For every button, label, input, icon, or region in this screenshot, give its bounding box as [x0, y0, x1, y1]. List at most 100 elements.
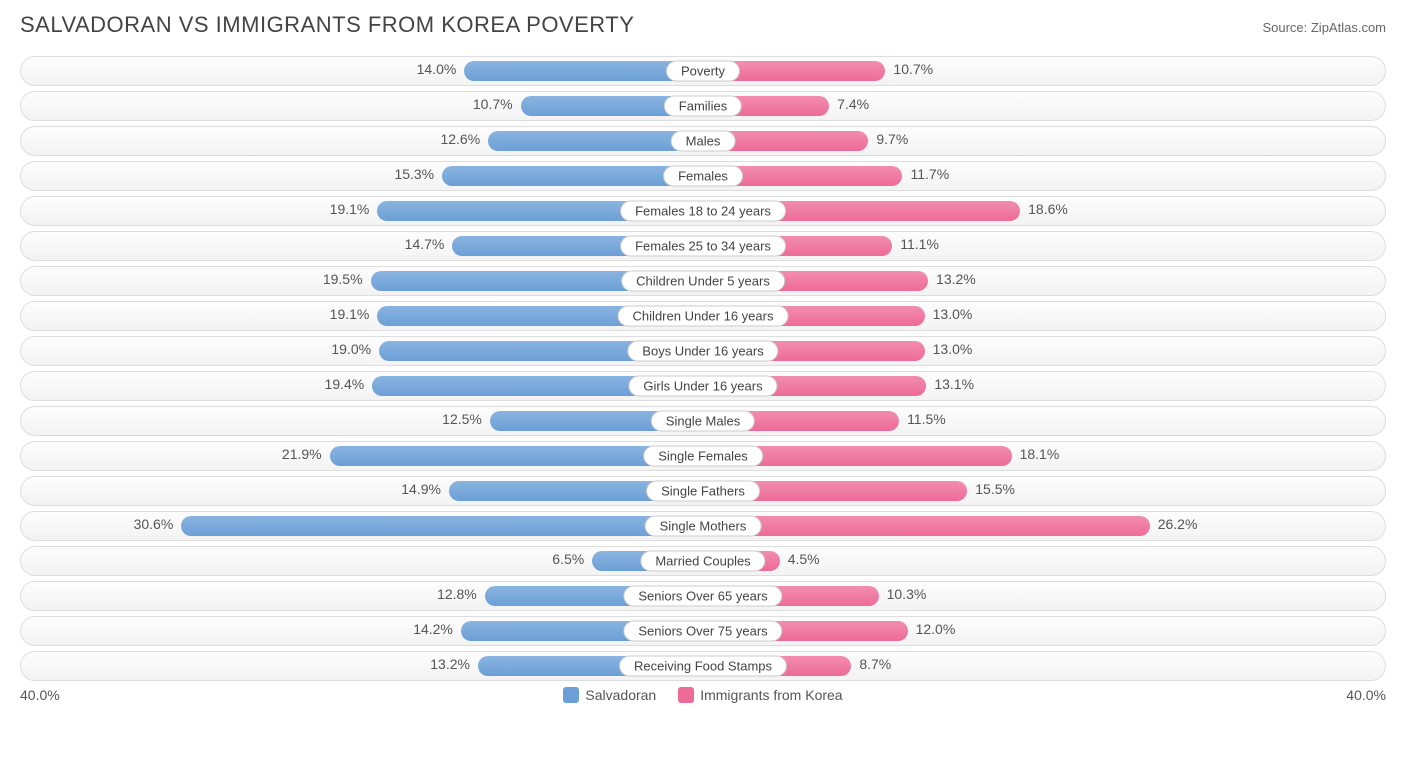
row-left-half: 30.6% — [21, 512, 703, 540]
page-title: SALVADORAN VS IMMIGRANTS FROM KOREA POVE… — [20, 12, 634, 38]
category-label: Females — [663, 166, 743, 187]
value-right: 9.7% — [876, 131, 908, 147]
chart-row: 12.6% 9.7% Males — [20, 126, 1386, 156]
legend-swatch-left — [563, 687, 579, 703]
row-right-half: 9.7% — [703, 127, 1385, 155]
value-left: 14.9% — [401, 481, 441, 497]
legend: Salvadoran Immigrants from Korea — [563, 687, 842, 703]
value-left: 14.0% — [417, 61, 457, 77]
row-right-half: 4.5% — [703, 547, 1385, 575]
category-label: Single Fathers — [646, 481, 760, 502]
value-left: 12.8% — [437, 586, 477, 602]
bar-left: 30.6% — [181, 516, 703, 536]
row-left-half: 14.9% — [21, 477, 703, 505]
chart-footer: 40.0% Salvadoran Immigrants from Korea 4… — [20, 687, 1386, 703]
row-right-half: 7.4% — [703, 92, 1385, 120]
legend-label-left: Salvadoran — [585, 687, 656, 703]
category-label: Females 18 to 24 years — [620, 201, 786, 222]
row-right-half: 18.1% — [703, 442, 1385, 470]
value-left: 19.0% — [331, 341, 371, 357]
value-left: 14.2% — [413, 621, 453, 637]
chart-row: 14.9% 15.5% Single Fathers — [20, 476, 1386, 506]
chart-row: 19.1% 18.6% Females 18 to 24 years — [20, 196, 1386, 226]
category-label: Girls Under 16 years — [628, 376, 777, 397]
category-label: Children Under 16 years — [618, 306, 789, 327]
axis-max-left: 40.0% — [20, 687, 60, 703]
category-label: Single Mothers — [645, 516, 762, 537]
category-label: Males — [671, 131, 736, 152]
category-label: Single Females — [643, 446, 763, 467]
bar-right: 26.2% — [703, 516, 1150, 536]
chart-row: 13.2%8.7%Receiving Food Stamps — [20, 651, 1386, 681]
value-left: 19.4% — [325, 376, 365, 392]
legend-item-left: Salvadoran — [563, 687, 656, 703]
category-label: Seniors Over 75 years — [623, 621, 782, 642]
row-right-half: 18.6% — [703, 197, 1385, 225]
value-left: 14.7% — [405, 236, 445, 252]
category-label: Married Couples — [640, 551, 765, 572]
value-left: 12.5% — [442, 411, 482, 427]
axis-max-right: 40.0% — [1346, 687, 1386, 703]
legend-item-right: Immigrants from Korea — [678, 687, 842, 703]
chart-row: 19.4% 13.1%Girls Under 16 years — [20, 371, 1386, 401]
value-right: 10.3% — [887, 586, 927, 602]
row-left-half: 19.0% — [21, 337, 703, 365]
chart-row: 19.1% 13.0% Children Under 16 years — [20, 301, 1386, 331]
chart-row: 14.2% 12.0%Seniors Over 75 years — [20, 616, 1386, 646]
chart-row: 15.3% 11.7% Females — [20, 161, 1386, 191]
value-right: 26.2% — [1158, 516, 1198, 532]
value-left: 19.1% — [330, 306, 370, 322]
row-right-half: 13.0% — [703, 337, 1385, 365]
row-left-half: 14.0% — [21, 57, 703, 85]
value-right: 18.6% — [1028, 201, 1068, 217]
row-right-half: 11.5% — [703, 407, 1385, 435]
row-left-half: 19.4% — [21, 372, 703, 400]
row-left-half: 12.5% — [21, 407, 703, 435]
value-right: 8.7% — [859, 656, 891, 672]
row-right-half: 13.0% — [703, 302, 1385, 330]
row-left-half: 14.7% — [21, 232, 703, 260]
value-right: 13.2% — [936, 271, 976, 287]
chart-row: 10.7% 7.4% Families — [20, 91, 1386, 121]
row-left-half: 6.5% — [21, 547, 703, 575]
value-right: 15.5% — [975, 481, 1015, 497]
diverging-bar-chart: 14.0%10.7%Poverty10.7%7.4%Families12.6%9… — [20, 56, 1386, 681]
value-left: 12.6% — [440, 131, 480, 147]
value-right: 11.7% — [910, 166, 949, 182]
category-label: Children Under 5 years — [621, 271, 785, 292]
row-right-half: 10.3% — [703, 582, 1385, 610]
chart-row: 14.0%10.7%Poverty — [20, 56, 1386, 86]
value-left: 21.9% — [282, 446, 322, 462]
row-right-half: 13.1% — [703, 372, 1385, 400]
category-label: Females 25 to 34 years — [620, 236, 786, 257]
row-left-half: 13.2% — [21, 652, 703, 680]
chart-row: 30.6%26.2%Single Mothers — [20, 511, 1386, 541]
row-right-half: 8.7% — [703, 652, 1385, 680]
legend-label-right: Immigrants from Korea — [700, 687, 842, 703]
chart-row: 21.9% 18.1% Single Females — [20, 441, 1386, 471]
value-left: 13.2% — [430, 656, 470, 672]
row-right-half: 11.7% — [703, 162, 1385, 190]
row-left-half: 19.1% — [21, 302, 703, 330]
row-right-half: 11.1% — [703, 232, 1385, 260]
row-left-half: 12.8% — [21, 582, 703, 610]
row-left-half: 14.2% — [21, 617, 703, 645]
row-right-half: 15.5% — [703, 477, 1385, 505]
value-right: 7.4% — [837, 96, 869, 112]
value-left: 10.7% — [473, 96, 513, 112]
value-left: 19.5% — [323, 271, 363, 287]
row-left-half: 19.1% — [21, 197, 703, 225]
category-label: Families — [664, 96, 742, 117]
value-right: 10.7% — [893, 61, 933, 77]
chart-row: 19.0%13.0%Boys Under 16 years — [20, 336, 1386, 366]
row-left-half: 15.3% — [21, 162, 703, 190]
row-left-half: 12.6% — [21, 127, 703, 155]
row-right-half: 13.2% — [703, 267, 1385, 295]
value-left: 19.1% — [330, 201, 370, 217]
value-right: 13.0% — [933, 341, 973, 357]
value-left: 6.5% — [552, 551, 584, 567]
row-right-half: 12.0% — [703, 617, 1385, 645]
chart-row: 12.5%11.5%Single Males — [20, 406, 1386, 436]
value-right: 13.0% — [933, 306, 973, 322]
value-right: 18.1% — [1020, 446, 1060, 462]
